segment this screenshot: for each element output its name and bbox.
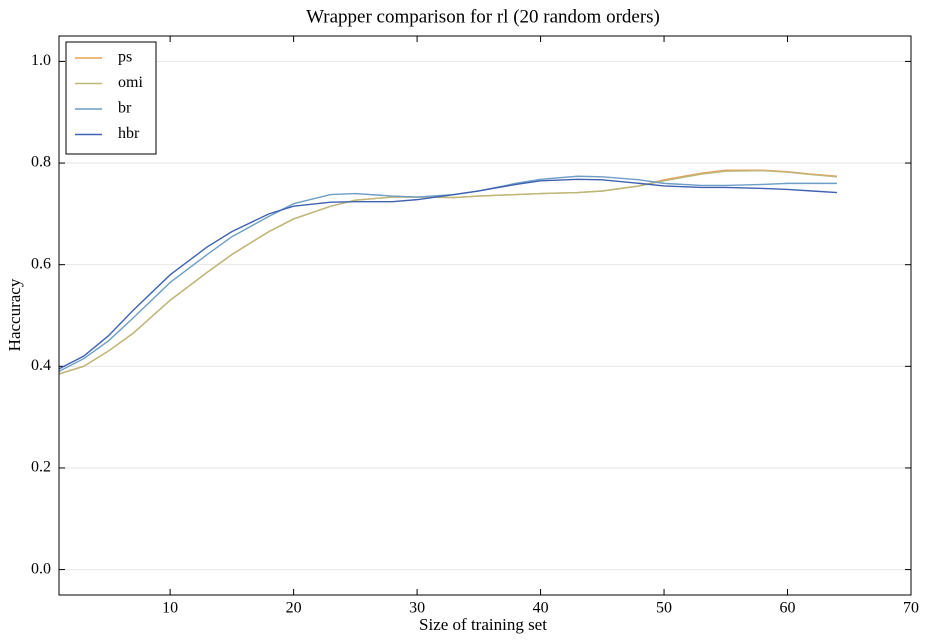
x-tick-label: 30 bbox=[409, 600, 425, 617]
y-tick-label: 0.4 bbox=[31, 357, 51, 374]
data-line bbox=[58, 169, 837, 375]
y-axis-label: Haccuracy bbox=[5, 278, 24, 351]
y-tick-label: 0.0 bbox=[31, 560, 51, 577]
x-axis-label: Size of training set bbox=[419, 615, 547, 634]
legend-box bbox=[65, 41, 157, 155]
x-tick-label: 50 bbox=[656, 600, 672, 617]
legend-label: ps bbox=[118, 49, 132, 66]
x-tick-label: 70 bbox=[903, 600, 919, 617]
y-tick-label: 0.6 bbox=[31, 255, 51, 272]
y-tick-label: 1.0 bbox=[31, 52, 51, 69]
x-tick-label: 60 bbox=[780, 600, 796, 617]
y-tick-label: 0.2 bbox=[31, 459, 51, 476]
y-tick-label: 0.8 bbox=[31, 154, 51, 171]
x-tick-label: 40 bbox=[533, 600, 549, 617]
plot-frame bbox=[58, 35, 912, 596]
x-tick-label: 10 bbox=[162, 600, 178, 617]
legend-label: hbr bbox=[118, 125, 140, 142]
x-tick-label: 20 bbox=[286, 600, 302, 617]
data-line bbox=[58, 178, 837, 370]
legend-label: omi bbox=[118, 74, 143, 91]
chart-title: Wrapper comparison for rl (20 random ord… bbox=[306, 6, 660, 27]
legend-label: br bbox=[118, 100, 132, 117]
